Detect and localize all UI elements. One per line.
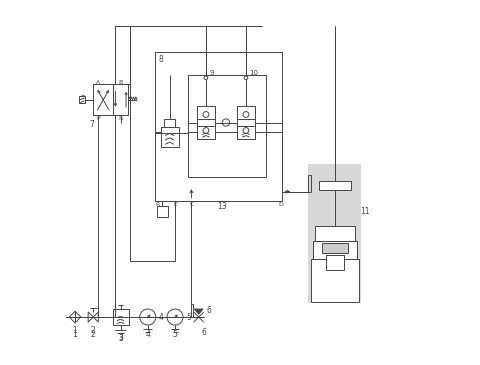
Text: 7: 7 (89, 120, 94, 129)
Circle shape (203, 128, 208, 134)
Text: B: B (118, 80, 122, 85)
Bar (156, 206, 168, 217)
Text: 10: 10 (249, 70, 258, 76)
Text: 5: 5 (172, 330, 177, 339)
Text: 9: 9 (209, 70, 214, 76)
Text: 2: 2 (91, 326, 96, 335)
Text: E: E (173, 203, 177, 207)
Circle shape (203, 112, 208, 118)
Text: D: D (278, 203, 283, 207)
Bar (160, 127, 178, 147)
Text: 1: 1 (72, 330, 77, 339)
Bar (322, 243, 347, 253)
Bar (155, 51, 282, 201)
Text: A: A (96, 80, 100, 85)
Polygon shape (88, 312, 93, 322)
Bar (196, 106, 215, 139)
Bar (311, 259, 358, 303)
Text: 5: 5 (186, 312, 191, 322)
Bar (325, 255, 343, 270)
Circle shape (140, 309, 156, 325)
Bar (155, 51, 282, 201)
Circle shape (222, 119, 229, 126)
Bar (93, 84, 113, 115)
Text: 3: 3 (118, 334, 123, 343)
Text: 8: 8 (158, 55, 163, 64)
Polygon shape (93, 312, 98, 322)
Circle shape (204, 76, 207, 80)
Bar (187, 75, 265, 177)
Text: P: P (96, 116, 100, 121)
Bar (164, 119, 175, 127)
Text: R: R (156, 203, 160, 207)
Text: 3: 3 (118, 333, 123, 342)
Bar (318, 181, 351, 190)
Circle shape (167, 309, 183, 325)
Bar (314, 226, 354, 241)
Circle shape (242, 128, 248, 134)
Text: 1: 1 (72, 326, 77, 335)
Bar (307, 164, 360, 303)
Text: C: C (189, 203, 193, 207)
Polygon shape (194, 309, 203, 314)
Text: 13: 13 (217, 203, 227, 211)
Bar (312, 241, 356, 259)
Text: R: R (118, 116, 122, 121)
Text: 2: 2 (91, 330, 96, 339)
Bar (236, 106, 254, 139)
Text: 4: 4 (158, 312, 163, 322)
Circle shape (242, 112, 248, 118)
Text: 6: 6 (201, 328, 205, 337)
Bar (113, 84, 128, 115)
Polygon shape (69, 311, 81, 323)
Text: 11: 11 (360, 207, 369, 216)
Circle shape (244, 76, 247, 80)
Text: 4: 4 (145, 330, 150, 339)
Text: 6: 6 (206, 306, 211, 315)
Bar (79, 96, 85, 103)
Bar (112, 309, 128, 325)
